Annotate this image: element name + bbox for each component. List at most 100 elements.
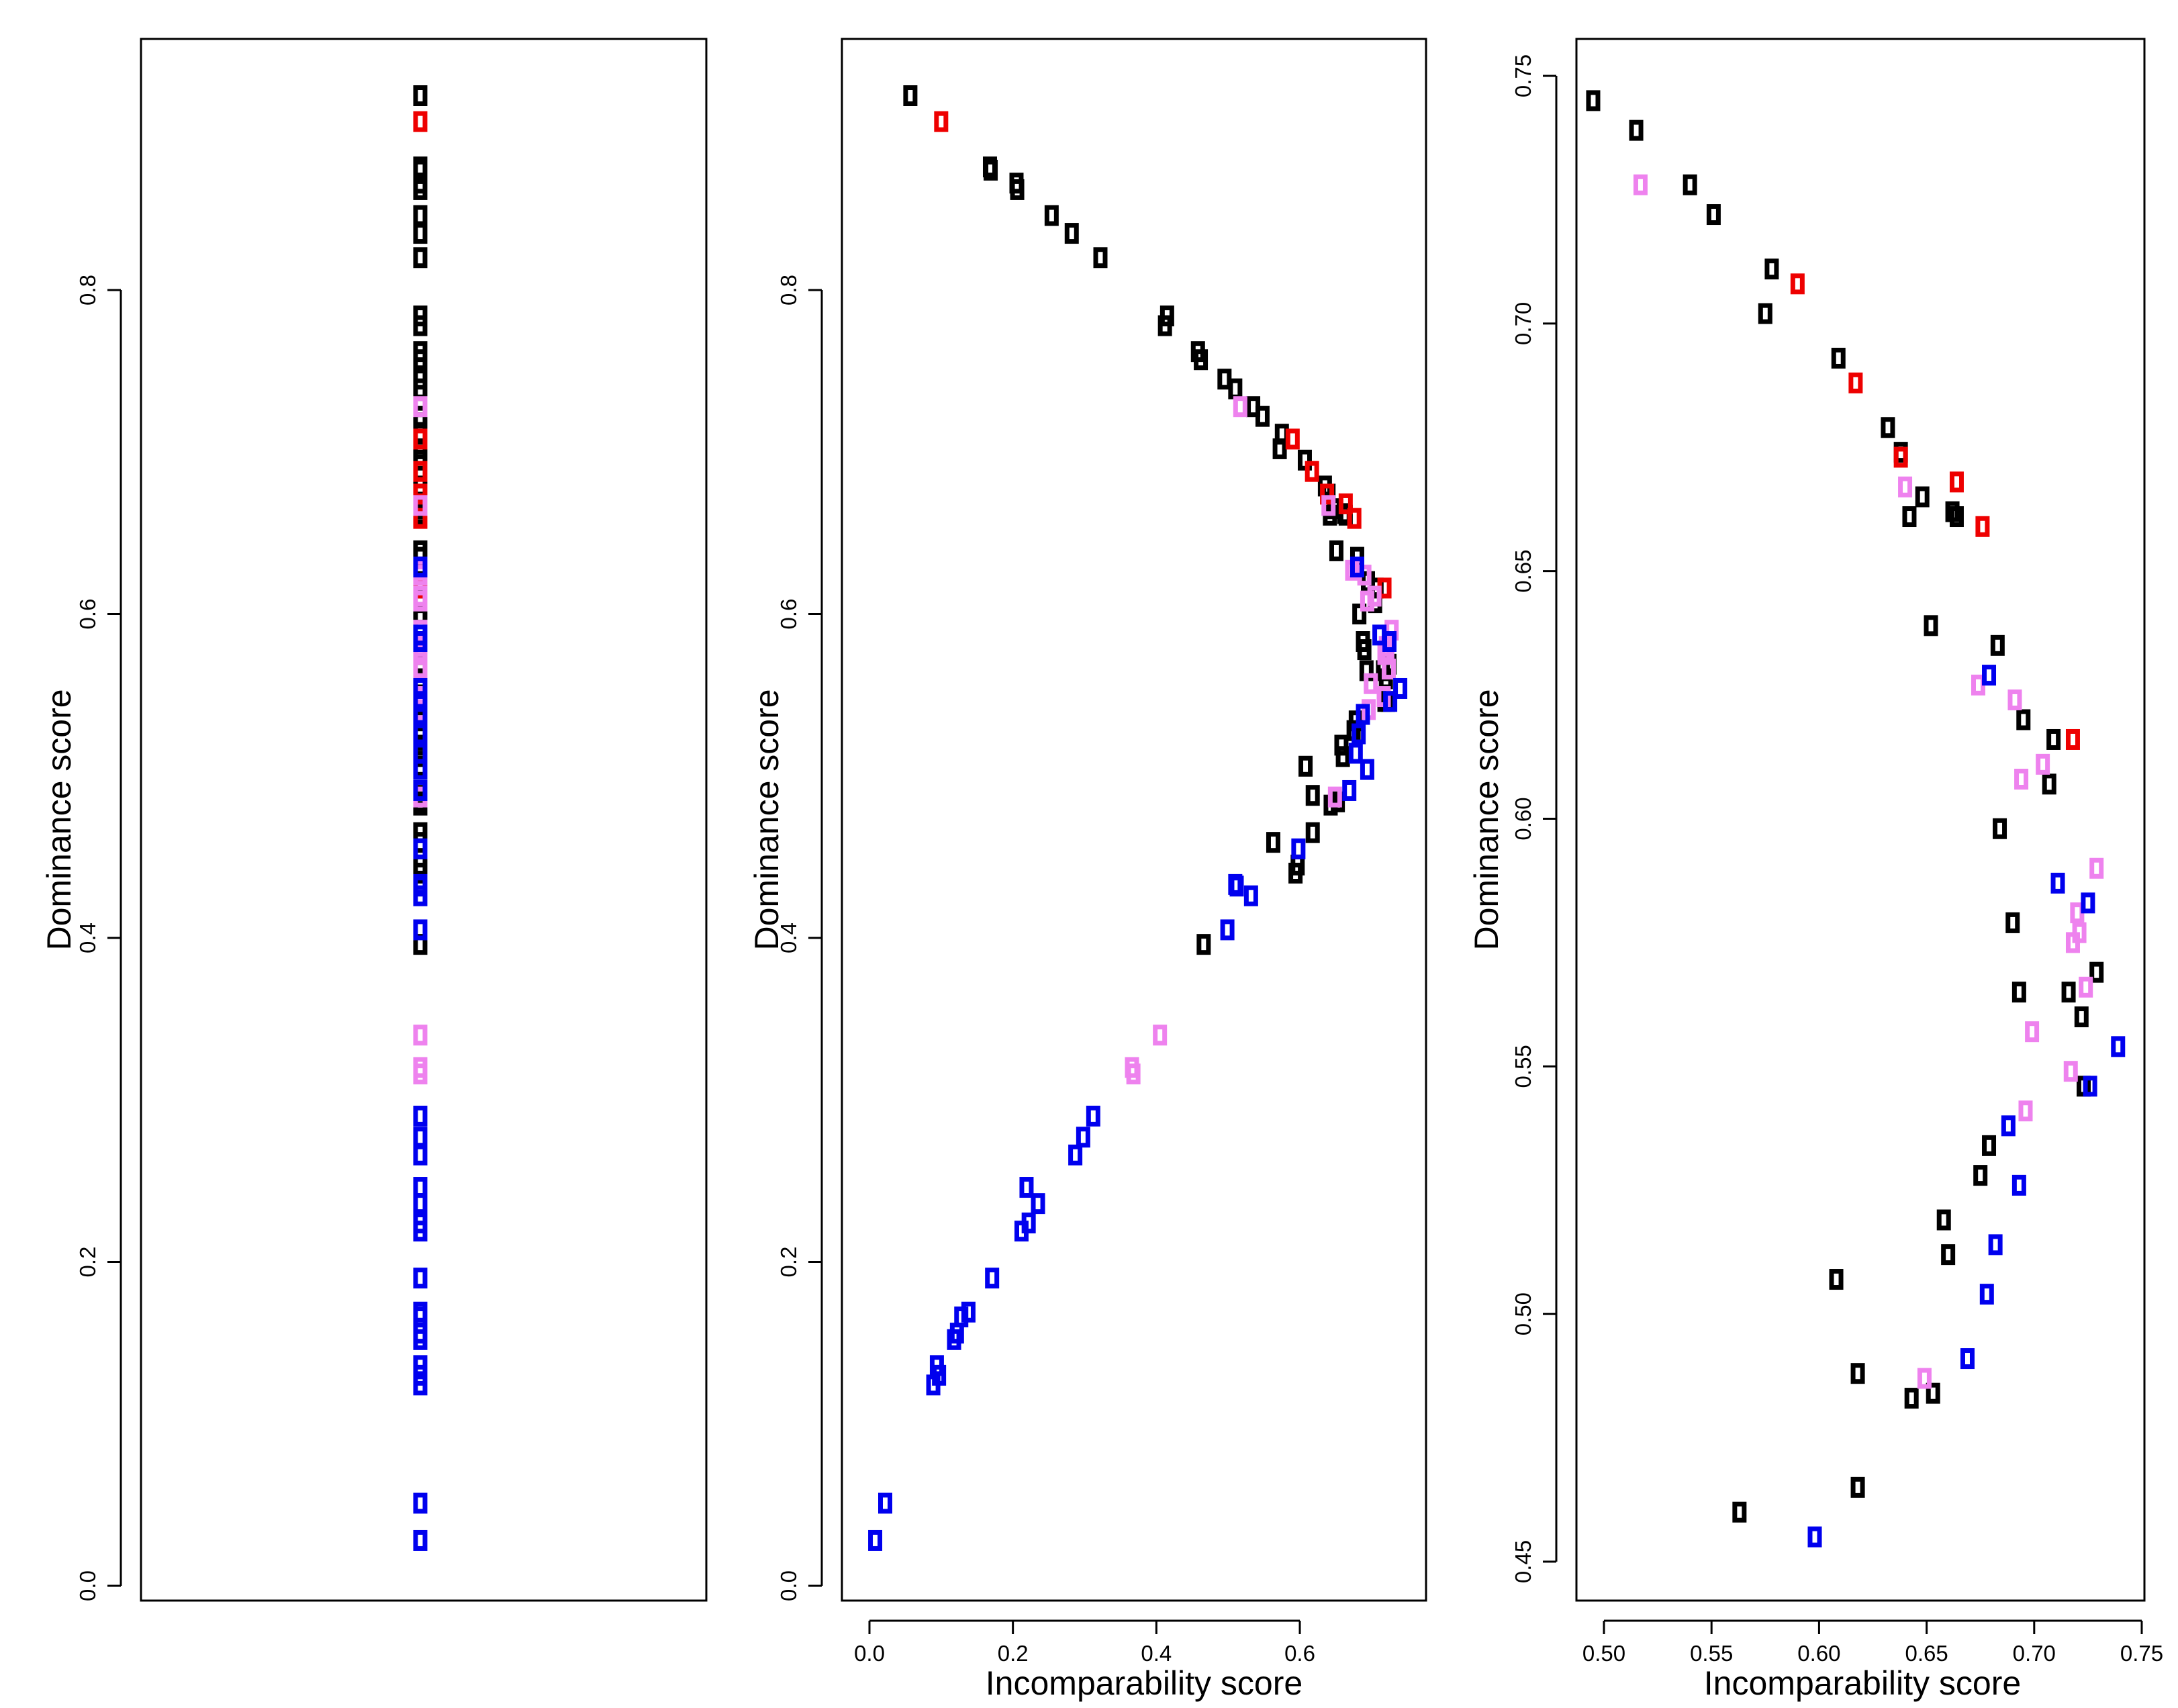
data-point-violet — [2089, 857, 2104, 879]
data-point-blue — [413, 677, 428, 699]
data-point-black — [1904, 1388, 1919, 1409]
y-tick-label: 0.70 — [1511, 302, 1535, 345]
data-point-blue — [413, 1329, 428, 1350]
data-point-black — [413, 449, 428, 471]
data-point-blue — [1988, 1234, 2003, 1255]
data-point-blue — [1960, 1348, 1975, 1370]
data-point-black — [1706, 204, 1721, 226]
data-point-red — [1975, 516, 1990, 537]
data-point-red — [1338, 493, 1353, 514]
data-point-black — [1881, 417, 1895, 438]
y-tick-label: 0.4 — [776, 922, 801, 953]
data-point-black — [1949, 506, 1964, 528]
data-point-black — [413, 223, 428, 244]
data-point-violet — [413, 495, 428, 516]
data-point-black — [1982, 1135, 1997, 1156]
data-point-violet — [2007, 689, 2022, 710]
data-point-blue — [413, 723, 428, 745]
data-point-black — [1064, 223, 1079, 244]
data-point-blue — [413, 691, 428, 712]
data-point-blue — [413, 779, 428, 801]
data-point-blue — [413, 919, 428, 941]
data-point-red — [1347, 508, 1362, 529]
data-point-black — [1764, 258, 1779, 280]
data-point-black — [1305, 822, 1320, 843]
data-point-red — [1893, 446, 1908, 468]
data-point-blue — [413, 1144, 428, 1166]
left-points — [413, 85, 428, 1551]
data-point-black — [903, 85, 918, 106]
data-point-black — [1010, 179, 1025, 200]
data-point-black — [413, 315, 428, 336]
data-point-blue — [413, 557, 428, 578]
data-point-red — [2065, 728, 2080, 750]
y-tick-label: 0.0 — [75, 1570, 100, 1601]
x-tick-label: 0.2 — [998, 1641, 1029, 1666]
data-point-violet — [1633, 174, 1648, 195]
data-point-black — [1586, 90, 1601, 111]
x-tick-label: 0.65 — [1905, 1641, 1948, 1666]
data-point-blue — [1019, 1177, 1034, 1198]
data-point-blue — [413, 631, 428, 653]
y-tick-label: 0.2 — [776, 1247, 801, 1278]
data-point-black — [1298, 755, 1313, 777]
data-point-violet — [413, 1063, 428, 1085]
data-point-black — [1272, 438, 1287, 459]
data-point-red — [413, 428, 428, 450]
data-point-red — [413, 461, 428, 482]
data-point-blue — [2083, 1076, 2097, 1097]
data-point-blue — [413, 1492, 428, 1514]
data-point-blue — [413, 759, 428, 780]
data-point-blue — [413, 1529, 428, 1551]
right-panel: Dominance score Incomparability score 0.… — [1468, 38, 2163, 1702]
data-point-black — [1297, 449, 1312, 471]
data-point-blue — [1383, 691, 1398, 712]
data-point-violet — [1126, 1063, 1141, 1085]
data-point-black — [1902, 506, 1917, 528]
data-point-red — [934, 111, 949, 132]
y-tick-label: 0.4 — [75, 922, 100, 953]
data-point-red — [1949, 471, 1964, 493]
data-point-blue — [2111, 1036, 2126, 1057]
data-point-blue — [926, 1374, 941, 1396]
data-point-black — [1305, 785, 1320, 806]
data-point-black — [2074, 1006, 2089, 1028]
data-point-black — [1683, 174, 1697, 195]
y-tick-label: 0.45 — [1511, 1540, 1535, 1583]
middle-plot-frame — [841, 38, 1427, 1602]
data-point-blue — [1352, 723, 1366, 745]
data-point-blue — [1243, 885, 1258, 906]
data-point-blue — [2050, 872, 2065, 894]
data-point-black — [984, 159, 998, 181]
data-point-blue — [1076, 1127, 1090, 1148]
y-tick-label: 0.8 — [776, 275, 801, 305]
data-point-violet — [2014, 768, 2029, 790]
data-point-blue — [413, 1193, 428, 1215]
data-point-violet — [2063, 1061, 2078, 1082]
data-point-violet — [2025, 1021, 2040, 1043]
data-point-black — [1732, 1501, 1747, 1523]
x-tick-label: 0.4 — [1141, 1641, 1172, 1666]
middle-y-axis-label: Dominance score — [748, 689, 786, 950]
data-point-black — [1157, 315, 1172, 336]
middle-x-ticks: 0.0 0.2 0.4 0.6 — [854, 1619, 1315, 1666]
right-y-axis-label: Dominance score — [1468, 689, 1505, 950]
x-tick-label: 0.50 — [1582, 1641, 1625, 1666]
data-point-violet — [1898, 476, 1913, 497]
data-point-black — [2016, 709, 2031, 730]
data-point-blue — [1342, 779, 1357, 801]
data-point-blue — [1031, 1193, 1045, 1215]
y-tick-label: 0.60 — [1511, 797, 1535, 840]
data-point-red — [1848, 372, 1863, 393]
data-point-blue — [1350, 557, 1364, 578]
data-point-blue — [1220, 919, 1235, 941]
data-point-red — [1285, 428, 1300, 450]
x-tick-label: 0.55 — [1690, 1641, 1733, 1666]
y-tick-label: 0.8 — [75, 275, 100, 305]
right-x-axis-label: Incomparability score — [1704, 1664, 2021, 1702]
data-point-blue — [1356, 704, 1370, 725]
data-point-blue — [413, 885, 428, 906]
data-point-blue — [947, 1329, 961, 1350]
